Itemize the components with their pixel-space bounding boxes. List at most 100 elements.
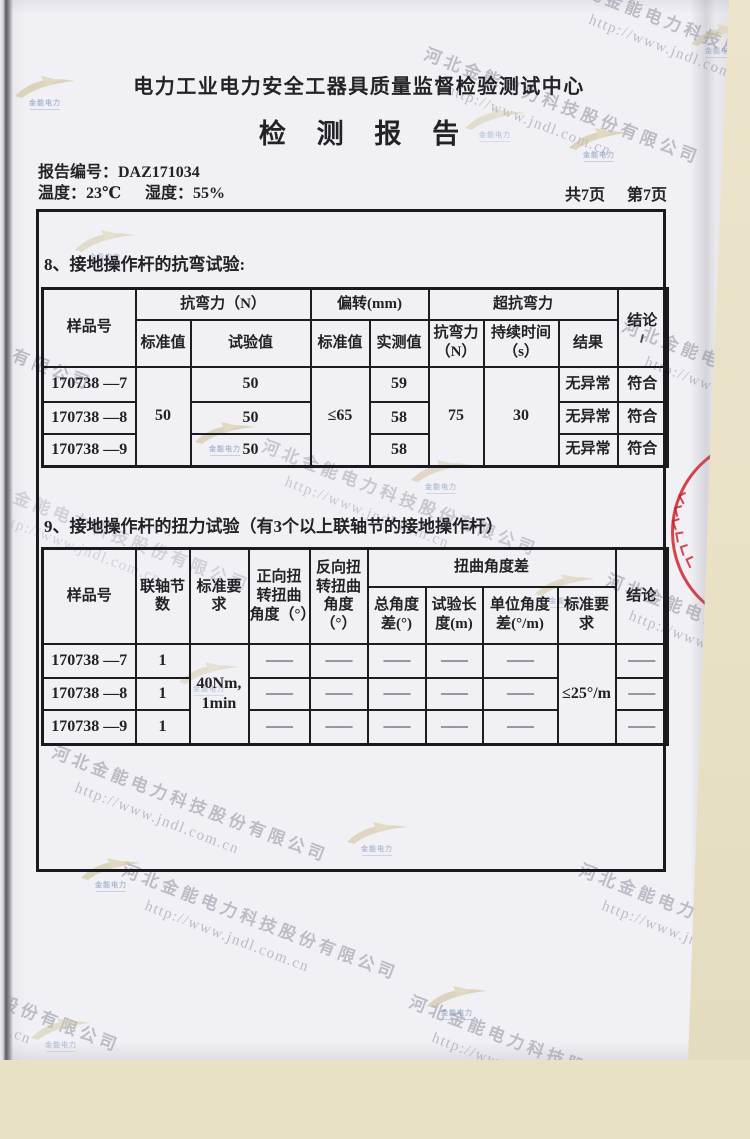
- col-header-test-value: 试验值: [189, 318, 312, 368]
- table-row: 170738 —9 1 —— —— —— —— —— ——: [41, 708, 669, 746]
- conclusion-cell: ——: [614, 642, 669, 679]
- total-diff-cell: ——: [366, 708, 427, 746]
- col-header-measured: 实测值: [368, 318, 430, 368]
- col-group-bend-force: 抗弯力（N）: [134, 287, 312, 321]
- sample-id-cell: 170738 —8: [41, 400, 137, 435]
- sample-id-cell: 170738 —7: [41, 365, 137, 403]
- humidity-value: 湿度：55%: [145, 185, 226, 202]
- col-header-over-force: 抗弯力（N）: [427, 318, 485, 368]
- table-row: 170738 —8 1 —— —— —— —— —— ——: [41, 676, 669, 711]
- col-group-over-bend: 超抗弯力: [427, 287, 619, 321]
- col-header-conclusion: 结论: [616, 287, 669, 368]
- total-diff-cell: ——: [366, 642, 427, 679]
- test-value-cell: 50: [189, 432, 312, 468]
- watermark-text: 河北金能电力科技股份有限公司 http://www.jndl.com.cn: [406, 992, 688, 1116]
- paper-sheet: 河北金能电力科技股份有限公司 http://www.jndl.com.cn 河北…: [0, 0, 750, 1060]
- torque-test-table: 样品号 联轴节数 标准要求 正向扭转扭曲角度（°） 反向扭转扭曲角度（°） 扭曲…: [41, 547, 670, 746]
- jinneng-logo-watermark: 金能电力: [688, 22, 729, 58]
- page-binding-shadow: [0, 0, 13, 1060]
- test-value-cell: 50: [189, 400, 312, 435]
- col-header-result: 结果: [557, 318, 619, 368]
- page-current: 第7页: [627, 187, 668, 204]
- duration-cell: 30: [482, 365, 560, 468]
- forward-twist-cell: ——: [247, 708, 311, 746]
- report-content-box: 8、接地操作杆的抗弯试验: 样品号 抗弯力（N） 偏转(mm) 超抗弯力 结论: [36, 209, 670, 872]
- unit-std-cell: ≤25°/m: [556, 642, 617, 746]
- section8-title: 8、接地操作杆的抗弯试验:: [44, 255, 246, 274]
- col-header-reverse-twist: 反向扭转扭曲角度（°）: [308, 547, 369, 645]
- result-cell: 无异常: [557, 400, 619, 435]
- watermark-text: 河北金能电力科技股份有限公司 http://www.jndl.com.cn: [119, 860, 401, 984]
- couplings-cell: 1: [134, 708, 191, 746]
- col-header-std-value: 标准值: [134, 318, 192, 368]
- jinneng-logo-watermark: 金能电力: [28, 1016, 94, 1052]
- watermark-text: 河北金能电力科技股份有限公司 http://www.jndl.com.cn: [563, 0, 750, 98]
- bending-test-table: 样品号 抗弯力（N） 偏转(mm) 超抗弯力 结论 标准值 试验值 标准值 实测…: [41, 287, 670, 468]
- unit-diff-cell: ——: [481, 642, 559, 679]
- logo-subtext-bar: [30, 109, 60, 110]
- sample-id-cell: 170738 —7: [41, 642, 137, 679]
- col-header-sample: 样品号: [41, 287, 137, 368]
- unit-diff-cell: ——: [481, 708, 559, 746]
- table-row: 170738 —9 50 58 无异常 符合: [41, 432, 669, 468]
- table-row: 170738 —7 50 50 ≤65 59 75 30 无异常 符合: [41, 365, 669, 468]
- page-title: 检 测 报 告: [258, 119, 472, 149]
- col-header-std-req2: 标准要求: [556, 585, 617, 645]
- reverse-twist-cell: ——: [308, 642, 369, 679]
- total-diff-cell: ——: [366, 676, 427, 711]
- col-header-duration: 持续时间（s）: [482, 318, 560, 368]
- org-title: 电力工业电力安全工器具质量监督检验测试中心: [133, 76, 585, 98]
- result-cell: 无异常: [557, 432, 619, 468]
- col-header-unit-diff: 单位角度差(°/m): [481, 585, 559, 645]
- col-group-twist-diff: 扭曲角度差: [366, 547, 617, 588]
- over-force-cell: 75: [427, 365, 485, 468]
- table-row: 170738 —7 1 40Nm, 1min —— —— —— —— —— ≤2…: [41, 642, 669, 746]
- col-header-forward-twist: 正向扭转扭曲角度（°）: [247, 547, 311, 645]
- conclusion-cell: ——: [614, 708, 669, 746]
- measured-cell: 59: [368, 365, 430, 403]
- test-length-cell: ——: [424, 708, 484, 746]
- test-value-cell: 50: [189, 365, 312, 403]
- jinneng-logo-watermark: 金能电力: [424, 984, 490, 1020]
- pages-total: 共7页: [565, 187, 606, 204]
- couplings-cell: 1: [134, 676, 191, 711]
- std-req-cell: 40Nm, 1min: [188, 642, 250, 746]
- defl-std-cell: ≤65: [309, 365, 371, 468]
- sample-id-cell: 170738 —9: [41, 432, 137, 468]
- report-number: 报告编号：DAZ171034: [38, 164, 200, 181]
- measured-cell: 58: [368, 400, 430, 435]
- col-header-std-req: 标准要求: [188, 547, 250, 645]
- forward-twist-cell: ——: [247, 676, 311, 711]
- section9-title: 9、接地操作杆的扭力试验（有3个以上联轴节的接地操作杆）: [44, 517, 503, 536]
- test-length-cell: ——: [424, 642, 484, 679]
- scanned-report-page: 河北金能电力科技股份有限公司 http://www.jndl.com.cn 河北…: [0, 0, 750, 1060]
- sample-id-cell: 170738 —9: [41, 708, 137, 746]
- unit-diff-cell: ——: [481, 676, 559, 711]
- col-header-total-diff: 总角度差(°): [366, 585, 427, 645]
- forward-twist-cell: ——: [247, 642, 311, 679]
- std-value-cell: 50: [134, 365, 192, 468]
- watermark-text: 河北金能电力科技股份有限公司 http://www.jndl.com.cn: [576, 860, 750, 984]
- col-header-test-length: 试验长度(m): [424, 585, 484, 645]
- reverse-twist-cell: ——: [308, 676, 369, 711]
- col-group-deflection: 偏转(mm): [309, 287, 430, 321]
- measured-cell: 58: [368, 432, 430, 468]
- table-row: 170738 —8 50 58 无异常 符合: [41, 400, 669, 435]
- temperature-value: 温度：23℃: [38, 185, 122, 202]
- conclusion-cell: 符合: [616, 432, 669, 468]
- col-header-sample: 样品号: [41, 547, 137, 645]
- couplings-cell: 1: [134, 642, 191, 679]
- test-length-cell: ——: [424, 676, 484, 711]
- result-cell: 无异常: [557, 365, 619, 403]
- reverse-twist-cell: ——: [308, 708, 369, 746]
- col-header-couplings: 联轴节数: [134, 547, 191, 645]
- conclusion-cell: 符合: [616, 400, 669, 435]
- conclusion-cell: ——: [614, 676, 669, 711]
- pen-stray-mark: [640, 334, 645, 344]
- sample-id-cell: 170738 —8: [41, 676, 137, 711]
- col-header-std-value2: 标准值: [309, 318, 371, 368]
- conclusion-cell: 符合: [616, 365, 669, 403]
- watermark-text: 河北金能电力科技股份有限公司 http://www.jndl.com.cn: [0, 932, 123, 1056]
- seal-character-mark: [675, 531, 685, 543]
- col-header-conclusion: 结论: [614, 547, 669, 645]
